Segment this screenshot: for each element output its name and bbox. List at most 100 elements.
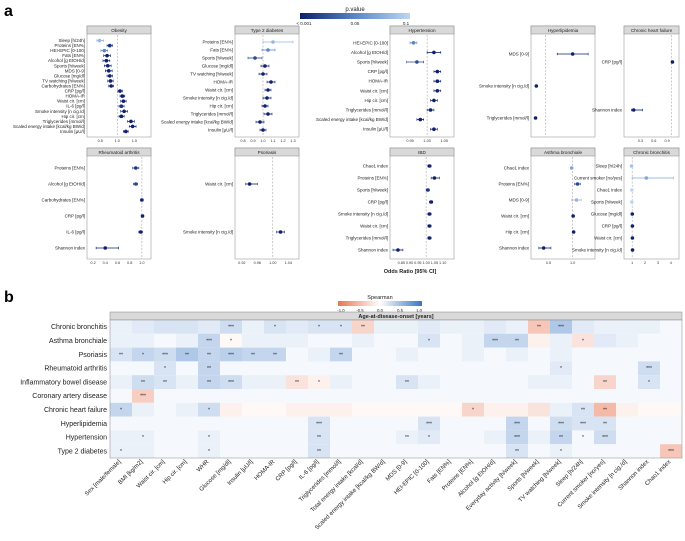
forest-row-label: MDS [0-9] <box>65 68 85 73</box>
forest-row-label: MDS [0-9] <box>509 52 529 57</box>
heatmap-cell <box>176 430 198 445</box>
heatmap-cell <box>198 416 220 431</box>
odds-ratio-point <box>258 120 262 124</box>
forest-row-label: IL-6 [pg/l] <box>66 104 85 109</box>
forest-row-label: HOMA-IR <box>369 79 389 84</box>
forest-row-label: Carbohydrates [EN%] <box>41 84 85 89</box>
heatmap-significance: ** <box>515 449 519 455</box>
heatmap-row-label: Chronic bronchitis <box>51 324 108 331</box>
heatmap-cell <box>506 361 528 376</box>
heatmap-cell <box>110 402 132 417</box>
odds-ratio-point <box>432 127 436 131</box>
heatmap-cell <box>462 389 484 403</box>
heatmap-cell <box>550 416 572 431</box>
forest-panel-strip <box>623 25 680 35</box>
heatmap-cell <box>528 389 550 403</box>
odds-ratio-point <box>428 108 433 112</box>
forest-row-label: CRP [pg/l] <box>65 214 85 219</box>
forest-row-label: Sports [h/week] <box>54 63 85 68</box>
odds-ratio-point <box>265 96 269 100</box>
forest-row-label: TV watching [h/week] <box>190 72 233 77</box>
forest-tick-label: 1.10 <box>439 261 446 265</box>
heatmap-cell <box>308 444 330 458</box>
heatmap-cell <box>176 389 198 403</box>
odds-ratio-point <box>533 116 538 120</box>
heatmap-significance: *** <box>646 366 652 372</box>
heatmap-cell <box>440 320 462 334</box>
heatmap-cell <box>396 361 418 376</box>
heatmap-significance: * <box>208 435 210 441</box>
heatmap-cell <box>154 361 176 376</box>
heatmap-significance: * <box>428 435 430 441</box>
heatmap-cell <box>352 416 374 431</box>
heatmap-significance: ** <box>339 352 343 358</box>
heatmap-cell <box>396 347 418 362</box>
heatmap-cell <box>220 444 242 458</box>
heatmap-cell <box>176 402 198 417</box>
heatmap-cell <box>110 416 132 431</box>
heatmap-cell <box>110 320 132 334</box>
heatmap-cell <box>330 389 352 403</box>
heatmap-significance: * <box>472 408 474 414</box>
heatmap-cell <box>550 361 572 376</box>
heatmap-cell <box>110 333 132 348</box>
heatmap-cell <box>176 347 198 362</box>
heatmap-cell <box>550 375 572 389</box>
heatmap-cell <box>286 416 308 431</box>
odds-ratio-point <box>102 48 107 53</box>
heatmap-cell <box>418 402 440 417</box>
heatmap-cell <box>572 320 594 334</box>
forest-tick-label: 0.6 <box>115 261 120 265</box>
forest-row-label: HOMA-IR <box>66 94 86 99</box>
odds-ratio-point <box>570 52 575 56</box>
heatmap-significance: * <box>582 435 584 441</box>
heatmap-cell <box>594 402 616 417</box>
heatmap-cell <box>132 416 154 431</box>
heatmap-cell <box>352 430 374 445</box>
heatmap-cell <box>264 416 286 431</box>
heatmap-cell <box>308 361 330 376</box>
heatmap-cell <box>154 333 176 348</box>
heatmap-significance: *** <box>514 421 520 427</box>
heatmap-cell <box>506 444 528 458</box>
heatmap-cell <box>616 402 638 417</box>
heatmap-significance: *** <box>580 421 586 427</box>
heatmap-cell <box>242 333 264 348</box>
heatmap-significance: *** <box>206 339 212 345</box>
forest-row-label: Scaled energy intake [kcal/kg BW/d] <box>13 124 85 129</box>
heatmap-cell <box>242 402 264 417</box>
forest-tick-label: 0.96 <box>254 261 261 265</box>
heatmap-cell <box>308 402 330 417</box>
heatmap-cell <box>198 430 220 445</box>
heatmap-cell <box>418 375 440 389</box>
heatmap-cell <box>462 430 484 445</box>
heatmap-cell <box>198 389 220 403</box>
heatmap-significance: * <box>340 325 342 331</box>
forest-panel-title: Psoriasis <box>258 150 277 155</box>
spearman-legend: Spearman -1.0 -0.5 0.0 0.5 1.0 <box>337 295 422 313</box>
forest-row-label: Glucose [mg/dl] <box>202 64 233 69</box>
heatmap-cell <box>660 333 682 348</box>
heatmap-cell <box>484 347 506 362</box>
forest-row-label: Shannon index <box>499 246 530 251</box>
heatmap-cell <box>418 416 440 431</box>
forest-row-label: Glucose [mg/dl] <box>591 212 622 217</box>
heatmap-cell <box>440 389 462 403</box>
heatmap-cell <box>572 389 594 403</box>
heatmap-cell <box>528 375 550 389</box>
heatmap-cell <box>638 333 660 348</box>
heatmap-cell <box>176 333 198 348</box>
heatmap-cell <box>264 361 286 376</box>
forest-tick-label: 0.4 <box>103 261 108 265</box>
heatmap-cell <box>374 389 396 403</box>
forest-panel: IBD Chao1 index Proteins [EN%] Sports [h/we… <box>338 147 455 265</box>
heatmap-col-label: Triglycerides [mmol/l] <box>298 459 342 503</box>
heatmap-cell <box>550 430 572 445</box>
heatmap-cell <box>528 444 550 458</box>
heatmap-significance: *** <box>426 421 432 427</box>
heatmap-cell <box>110 389 132 403</box>
forest-panel-strip <box>389 25 455 35</box>
heatmap-significance: ** <box>207 380 211 386</box>
heatmap-cell <box>242 416 264 431</box>
forest-tick-label: 3 <box>657 261 659 265</box>
